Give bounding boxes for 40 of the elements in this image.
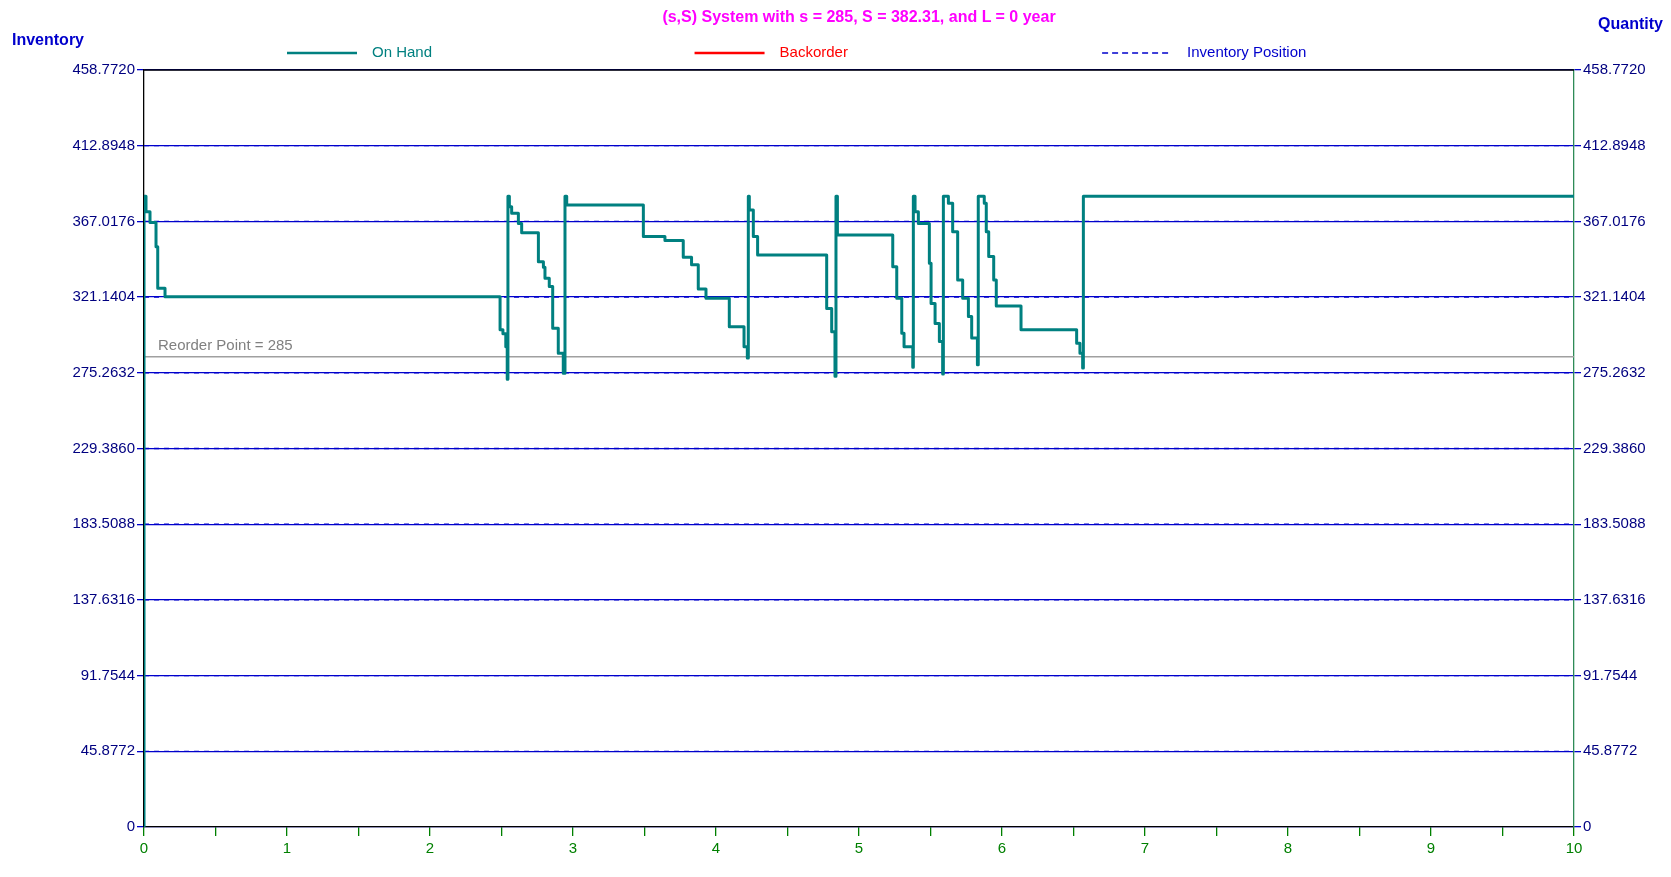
x-tick-label: 7 <box>1140 839 1150 857</box>
ref-line-label: Reorder Point = 285 <box>158 336 293 354</box>
y-tick-label: 45.8772 <box>80 741 135 759</box>
y2-tick-label: 412.8948 <box>1583 135 1646 153</box>
legend-label: On Hand <box>372 43 433 61</box>
y2-tick-label: 91.7544 <box>1583 665 1638 683</box>
y2-tick-label: 367.0176 <box>1583 211 1646 229</box>
x-tick-label: 2 <box>425 839 435 857</box>
y2-tick-label: 458.7720 <box>1583 60 1646 78</box>
x-tick-label: 6 <box>997 839 1007 857</box>
x-tick-label: 4 <box>711 839 721 857</box>
legend-label: Backorder <box>779 43 848 61</box>
y-tick-label: 458.7720 <box>72 60 135 78</box>
y-tick-label: 412.8948 <box>72 135 135 153</box>
y-axis-title: Inventory <box>12 31 85 49</box>
y-tick-label: 275.2632 <box>72 362 135 380</box>
x-tick-label: 8 <box>1283 839 1293 857</box>
y2-tick-label: 45.8772 <box>1583 741 1638 759</box>
x-tick-label: 3 <box>568 839 578 857</box>
chart-title: (s,S) System with s = 285, S = 382.31, and L = 0 year <box>662 8 1056 26</box>
y-tick-label: 229.3860 <box>72 438 135 456</box>
y-tick-label: 0 <box>126 817 135 835</box>
x-tick-label: 5 <box>854 839 864 857</box>
y2-axis-title: Quantity <box>1598 15 1664 33</box>
y-tick-label: 91.7544 <box>80 665 135 683</box>
y2-tick-label: 0 <box>1583 817 1592 835</box>
y2-tick-label: 183.5088 <box>1583 514 1646 532</box>
y-tick-label: 321.1404 <box>72 287 135 305</box>
legend-label: Inventory Position <box>1187 43 1307 61</box>
y2-tick-label: 137.6316 <box>1583 590 1646 608</box>
x-tick-label: 0 <box>139 839 149 857</box>
x-tick-label: 10 <box>1565 839 1583 857</box>
y-tick-label: 183.5088 <box>72 514 135 532</box>
y-tick-label: 137.6316 <box>72 590 135 608</box>
x-tick-label: 9 <box>1426 839 1436 857</box>
y2-tick-label: 321.1404 <box>1583 287 1646 305</box>
y-tick-label: 367.0176 <box>72 211 135 229</box>
x-tick-label: 1 <box>282 839 292 857</box>
y2-tick-label: 275.2632 <box>1583 362 1646 380</box>
y2-tick-label: 229.3860 <box>1583 438 1646 456</box>
